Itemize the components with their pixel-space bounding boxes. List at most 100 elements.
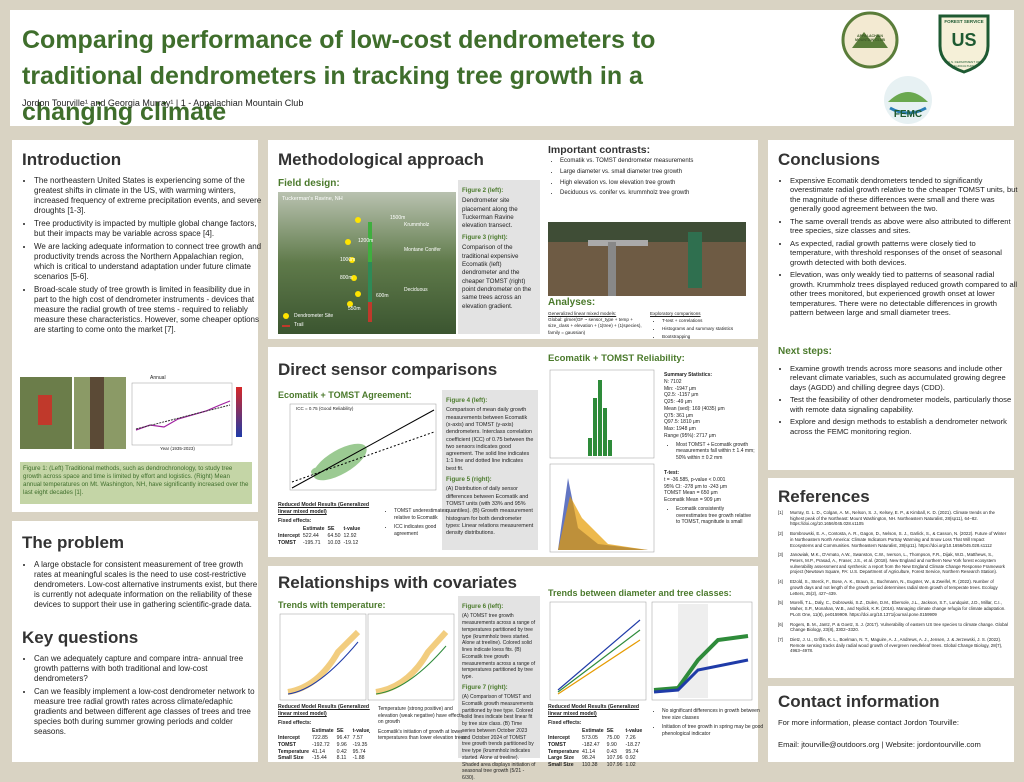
table-cell: Temperature: [548, 748, 580, 755]
subheading: Field design:: [278, 178, 340, 189]
diameter-plots: [549, 601, 753, 701]
bullet-item: The northeastern United States is experi…: [34, 176, 262, 216]
reference-text: Rogers, B. M., Jantz, P. & Goetz, S. J. …: [790, 621, 1008, 633]
table-cell: -18.27: [625, 741, 641, 748]
subheading: Ecomatik + TOMST Agreement:: [278, 390, 412, 400]
figure-text: Comparison of the traditional expensive …: [462, 244, 532, 310]
exploratory: Exploratory comparisons T-test + correlat…: [650, 311, 750, 342]
ttest: T-test: t = -36.585, p-value < 0.001 95% C…: [664, 470, 756, 529]
temp-bullets: Temperature (strong positive) and elevat…: [366, 706, 468, 745]
stat-line: Q97.5: 1810 μm: [664, 419, 700, 426]
bullet-item: No significant differences in growth bet…: [662, 708, 766, 721]
table-cell: 75.00: [606, 735, 620, 741]
reference-text: Murray, G. L. D., Colgan, A. M., Nelson,…: [790, 510, 995, 527]
subheading: Trends between diameter and tree classes…: [548, 588, 732, 598]
bullet-item: A large obstacle for consistent measurem…: [34, 560, 262, 610]
contact-details: Email: jtourville@outdoors.org | Website…: [778, 740, 981, 749]
reference-number: [1]: [778, 510, 783, 515]
reference: [4] Etzold, S., Sterck, F., Bose, A. K., …: [778, 579, 1008, 596]
reference-number: [2]: [778, 531, 783, 537]
table-row: Intercept 573.05 75.00 7.26: [548, 735, 645, 742]
bullet-item: High elevation vs. low elevation tree gr…: [560, 180, 760, 188]
chart-xlabel: Year (1935-2023): [160, 446, 195, 451]
bullet-item: Large diameter vs. small diameter tree g…: [560, 169, 760, 177]
conclusion-bullets: Expensive Ecomatik dendrometers tended t…: [778, 176, 1018, 321]
intro-panel: [12, 140, 258, 512]
table-cell: -192.72: [312, 741, 330, 748]
table-cell: -182.47: [582, 741, 600, 748]
question-bullets: Can we adequately capture and compare in…: [22, 654, 262, 740]
table-cell: Small Size: [278, 755, 304, 762]
table-cell: Large Size: [548, 755, 574, 762]
bullet-item: Expensive Ecomatik dendrometers tended t…: [790, 176, 1018, 214]
map-legend: Dendrometer Site: [294, 313, 334, 319]
table-cell: 7.26: [625, 735, 636, 741]
figure-text: Comparison of mean daily growth measurem…: [446, 407, 534, 472]
stats-title: Summary Statistics:: [664, 372, 713, 378]
stats-list: N: 7102 Min: -1947 μm Q2.5: -1157 μm Q25: -…: [664, 379, 756, 440]
figure-text: (A) TOMST tree growth measurements acros…: [462, 613, 536, 681]
reference-text: Morelli, T.L., Daly, C., Dobrowski, S.Z.…: [790, 600, 1006, 617]
figure-title: Figure 2 (left):: [462, 187, 504, 194]
stat-line: t = -36.585, p-value < 0.001: [664, 476, 726, 483]
elevation-label: 1500m: [390, 215, 406, 221]
next-bullets: Examine growth trends across more season…: [778, 364, 1018, 439]
table-row: Temperature 41.14 0.43 95.74: [548, 749, 645, 756]
table-subtitle: Fixed effects:: [278, 719, 312, 726]
figure-caption: Figure 1: (Left) Traditional methods, su…: [20, 462, 252, 504]
table-cell: Intercept: [548, 735, 570, 741]
subheading: Important contrasts:: [548, 144, 651, 156]
section-heading: Contact information: [778, 692, 940, 711]
bullet-item: Bootstrapping: [662, 334, 750, 339]
subheading: Trends with temperature:: [278, 600, 386, 610]
bullet-item: Explore and design methods to establish …: [790, 417, 1018, 436]
bullet-item: Can we feasibly implement a low-cost den…: [34, 687, 262, 737]
table: Estimate SE t-value Intercept 722.85 96.47 7.5…: [278, 728, 372, 762]
table-row: TOMST -192.72 9.96 -19.35: [278, 742, 372, 749]
bullet-item: As expected, radial growth patterns were…: [790, 239, 1018, 267]
table-cell: TOMST: [278, 741, 297, 748]
table-cell: 95.74: [625, 748, 639, 755]
header-cell: SE: [327, 526, 335, 533]
stats-bullet: Most TOMST + Ecomatik growth measurement…: [664, 442, 756, 462]
stat-line: Max: 1948 μm: [664, 426, 696, 432]
table-cell: 9.90: [606, 741, 617, 748]
map-legend: Trail: [294, 322, 304, 328]
table-cell: 522.44: [302, 533, 319, 539]
elevation-label: 550m: [348, 306, 361, 312]
table-cell: 9.96: [336, 741, 347, 748]
subheading: Analyses:: [548, 297, 596, 308]
diam-bullets: No significant differences in growth bet…: [650, 708, 766, 740]
header-cell: Estimate: [302, 526, 325, 533]
figure-title: Figure 5 (right):: [446, 476, 492, 484]
header-cell: [278, 526, 303, 533]
stat-line: Q2.5: -1157 μm: [664, 392, 699, 399]
agreement-plot: [289, 403, 437, 491]
figure-text-box: Figure 2 (left): Dendrometer site placem…: [458, 180, 540, 334]
table-cell: 107.96: [606, 755, 623, 762]
summary-stats: Summary Statistics: N: 7102 Min: -1947 μm Q…: [664, 372, 756, 465]
map-title: Tuckerman's Ravine, NH: [282, 196, 343, 202]
table-cell: 12.92: [343, 533, 357, 539]
section-heading: Conclusions: [778, 150, 881, 169]
table-row: Small Size 110.38 107.96 1.02: [548, 762, 645, 769]
header-cell: Estimate: [582, 728, 604, 735]
direct-bullets: TOMST underestimates relative to Ecomati…: [382, 508, 452, 540]
bullet-item: Elevation, was only weakly tied to patte…: [790, 270, 1018, 317]
table-cell: 95.74: [352, 748, 366, 755]
model-table: Reduced Model Results (Generalized linea…: [278, 502, 378, 547]
exploratory-list: T-test + correlations Histograms and summ…: [650, 318, 750, 339]
elevation-label: 1000m: [340, 257, 356, 263]
table-cell: Intercept: [278, 533, 300, 539]
table-row: Intercept 722.85 96.47 7.57: [278, 735, 372, 742]
reference-number: [7]: [778, 636, 783, 642]
table-cell: -195.71: [302, 539, 321, 546]
section-heading: Methodological approach: [278, 150, 484, 169]
stat-line: Ecomatik Mean = 909 μm: [664, 497, 721, 503]
figure-title: Figure 3 (right):: [462, 233, 508, 241]
figure-title: Figure 6 (left):: [462, 603, 504, 610]
glmm: Generalized linear mixed models: Global: …: [548, 311, 646, 336]
header-cell: [548, 728, 582, 735]
authors: Jordon Tourville¹ and Georgia Murray¹ | …: [22, 98, 304, 108]
